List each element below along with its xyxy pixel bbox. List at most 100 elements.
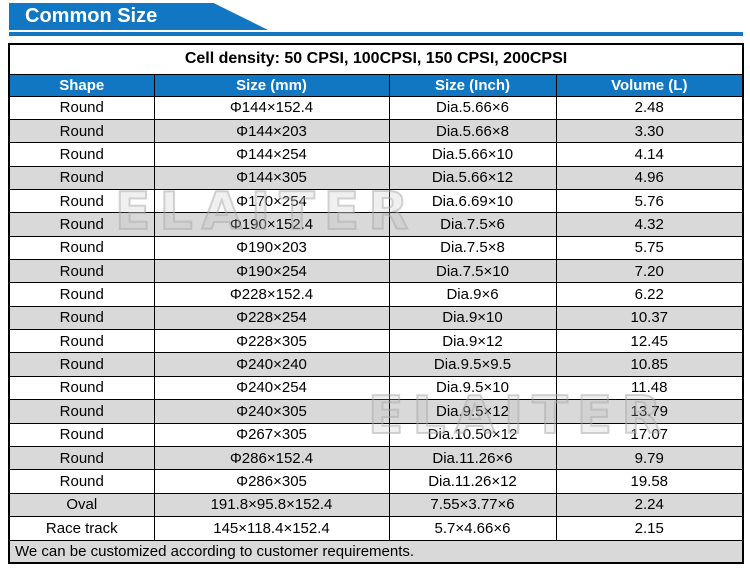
table-row: Round Φ144×152.4 Dia.5.66×6 2.48 xyxy=(8,95,744,120)
size-mm-cell: Φ190×152.4 xyxy=(153,212,390,237)
volume-cell: 9.79 xyxy=(555,445,744,471)
volume-cell: 5.75 xyxy=(555,235,744,261)
volume-cell: 6.22 xyxy=(555,282,744,307)
size-inch-cell: Dia.7.5×10 xyxy=(388,259,557,284)
column-header-size-inch: Size (Inch) xyxy=(388,73,557,97)
size-mm-cell: Φ240×254 xyxy=(153,375,390,401)
size-inch-cell: Dia.6.69×10 xyxy=(388,188,557,214)
size-inch-cell: 7.55×3.77×6 xyxy=(388,492,557,517)
volume-cell: 10.85 xyxy=(555,352,744,377)
size-mm-cell: Φ144×203 xyxy=(153,118,390,144)
size-inch-cell: Dia.5.66×10 xyxy=(388,142,557,167)
shape-cell: Round xyxy=(8,188,155,214)
table-row: Round Φ228×305 Dia.9×12 12.45 xyxy=(8,329,744,354)
table-row: Round Φ286×305 Dia.11.26×12 19.58 xyxy=(8,469,744,494)
shape-cell: Round xyxy=(8,95,155,120)
shape-cell: Round xyxy=(8,259,155,284)
size-inch-cell: Dia.7.5×6 xyxy=(388,212,557,237)
column-header-shape: Shape xyxy=(8,73,155,97)
size-mm-cell: Φ144×152.4 xyxy=(153,95,390,120)
common-size-table: Cell density: 50 CPSI, 100CPSI, 150 CPSI… xyxy=(8,43,745,564)
shape-cell: Race track xyxy=(8,515,155,541)
cell-density-row: Cell density: 50 CPSI, 100CPSI, 150 CPSI… xyxy=(8,43,744,75)
table-row: Race track 145×118.4×152.4 5.7×4.66×6 2.15 xyxy=(8,515,744,541)
shape-cell: Round xyxy=(8,329,155,354)
size-inch-cell: Dia.9.5×9.5 xyxy=(388,352,557,377)
table-row: Round Φ240×240 Dia.9.5×9.5 10.85 xyxy=(8,352,744,377)
volume-cell: 17.07 xyxy=(555,422,744,447)
volume-cell: 2.15 xyxy=(555,515,744,541)
section-banner: Common Size xyxy=(9,3,268,30)
volume-cell: 2.48 xyxy=(555,95,744,120)
size-inch-cell: Dia.11.26×12 xyxy=(388,469,557,494)
column-header-size-mm: Size (mm) xyxy=(153,73,390,97)
size-inch-cell: Dia.9×10 xyxy=(388,305,557,331)
size-mm-cell: Φ190×203 xyxy=(153,235,390,261)
size-mm-cell: Φ144×305 xyxy=(153,165,390,190)
shape-cell: Round xyxy=(8,469,155,494)
shape-cell: Round xyxy=(8,212,155,237)
size-mm-cell: Φ228×152.4 xyxy=(153,282,390,307)
shape-cell: Round xyxy=(8,422,155,447)
volume-cell: 7.20 xyxy=(555,259,744,284)
size-mm-cell: 191.8×95.8×152.4 xyxy=(153,492,390,517)
table-row: Round Φ286×152.4 Dia.11.26×6 9.79 xyxy=(8,445,744,471)
footer-row: We can be customized according to custom… xyxy=(8,539,744,564)
table-row: Round Φ190×203 Dia.7.5×8 5.75 xyxy=(8,235,744,261)
size-mm-cell: Φ267×305 xyxy=(153,422,390,447)
shape-cell: Round xyxy=(8,399,155,424)
shape-cell: Round xyxy=(8,305,155,331)
shape-cell: Round xyxy=(8,282,155,307)
size-mm-cell: Φ170×254 xyxy=(153,188,390,214)
volume-cell: 4.32 xyxy=(555,212,744,237)
volume-cell: 11.48 xyxy=(555,375,744,401)
size-inch-cell: 5.7×4.66×6 xyxy=(388,515,557,541)
size-mm-cell: Φ228×305 xyxy=(153,329,390,354)
size-inch-cell: Dia.7.5×8 xyxy=(388,235,557,261)
volume-cell: 2.24 xyxy=(555,492,744,517)
table-row: Round Φ240×254 Dia.9.5×10 11.48 xyxy=(8,375,744,401)
customization-note: We can be customized according to custom… xyxy=(8,539,744,564)
size-mm-cell: Φ240×305 xyxy=(153,399,390,424)
volume-cell: 4.14 xyxy=(555,142,744,167)
table-row: Round Φ144×203 Dia.5.66×8 3.30 xyxy=(8,118,744,144)
size-mm-cell: Φ240×240 xyxy=(153,352,390,377)
size-inch-cell: Dia.9.5×10 xyxy=(388,375,557,401)
shape-cell: Round xyxy=(8,165,155,190)
size-inch-cell: Dia.10.50×12 xyxy=(388,422,557,447)
size-mm-cell: Φ144×254 xyxy=(153,142,390,167)
shape-cell: Oval xyxy=(8,492,155,517)
volume-cell: 19.58 xyxy=(555,469,744,494)
volume-cell: 3.30 xyxy=(555,118,744,144)
table-row: Round Φ228×254 Dia.9×10 10.37 xyxy=(8,305,744,331)
table-body: Round Φ144×152.4 Dia.5.66×6 2.48 Round Φ144×2… xyxy=(8,95,744,541)
size-inch-cell: Dia.11.26×6 xyxy=(388,445,557,471)
volume-cell: 10.37 xyxy=(555,305,744,331)
table-row: Round Φ144×305 Dia.5.66×12 4.96 xyxy=(8,165,744,190)
column-header-volume: Volume (L) xyxy=(555,73,744,97)
section-title: Common Size xyxy=(25,5,158,27)
shape-cell: Round xyxy=(8,375,155,401)
table-row: Round Φ144×254 Dia.5.66×10 4.14 xyxy=(8,142,744,167)
size-mm-cell: 145×118.4×152.4 xyxy=(153,515,390,541)
size-mm-cell: Φ286×152.4 xyxy=(153,445,390,471)
shape-cell: Round xyxy=(8,235,155,261)
table-row: Round Φ240×305 Dia.9.5×12 13.79 xyxy=(8,399,744,424)
size-inch-cell: Dia.5.66×8 xyxy=(388,118,557,144)
volume-cell: 5.76 xyxy=(555,188,744,214)
size-inch-cell: Dia.9.5×12 xyxy=(388,399,557,424)
size-inch-cell: Dia.5.66×12 xyxy=(388,165,557,190)
table-row: Oval 191.8×95.8×152.4 7.55×3.77×6 2.24 xyxy=(8,492,744,517)
table-row: Round Φ170×254 Dia.6.69×10 5.76 xyxy=(8,188,744,214)
table-row: Round Φ190×152.4 Dia.7.5×6 4.32 xyxy=(8,212,744,237)
cell-density-note: Cell density: 50 CPSI, 100CPSI, 150 CPSI… xyxy=(8,43,744,75)
size-mm-cell: Φ190×254 xyxy=(153,259,390,284)
volume-cell: 12.45 xyxy=(555,329,744,354)
size-mm-cell: Φ228×254 xyxy=(153,305,390,331)
volume-cell: 4.96 xyxy=(555,165,744,190)
volume-cell: 13.79 xyxy=(555,399,744,424)
shape-cell: Round xyxy=(8,142,155,167)
shape-cell: Round xyxy=(8,352,155,377)
shape-cell: Round xyxy=(8,118,155,144)
